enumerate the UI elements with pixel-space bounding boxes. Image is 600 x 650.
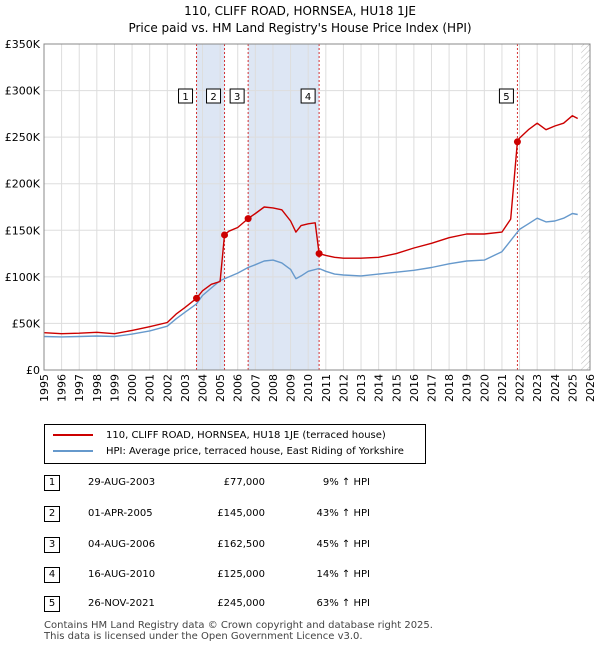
sale-date: 29-AUG-2003 (88, 477, 156, 488)
sale-hpi-change: 63% ↑ HPI (316, 598, 370, 609)
x-tick-label: 2019 (461, 374, 474, 402)
sale-point (221, 231, 229, 239)
x-tick-label: 2006 (232, 374, 245, 402)
y-tick-label: £350K (5, 38, 41, 51)
y-tick-label: £200K (5, 178, 41, 191)
x-tick-label: 2009 (285, 374, 298, 402)
x-tick-label: 2003 (179, 374, 192, 402)
x-tick-label: 1995 (38, 374, 51, 402)
sale-point (513, 138, 521, 146)
sale-date: 01-APR-2005 (88, 508, 153, 519)
future-hatch (581, 44, 590, 370)
x-tick-label: 2022 (514, 374, 527, 402)
legend-swatch-hpi (53, 450, 93, 452)
sale-date: 16-AUG-2010 (88, 569, 156, 580)
plot-frame (43, 43, 591, 371)
x-tick-label: 2010 (302, 374, 315, 402)
sale-badge: 4 (44, 567, 60, 583)
table-row: 1 29-AUG-2003 £77,000 9% ↑ HPI (0, 475, 600, 491)
x-tick-label: 1998 (91, 374, 104, 402)
chart-subtitle: Price paid vs. HM Land Registry's House … (128, 21, 472, 35)
x-tick-label: 2025 (566, 374, 579, 402)
x-tick-label: 2000 (126, 374, 139, 402)
x-tick-label: 2004 (197, 374, 210, 402)
chart-title: 110, CLIFF ROAD, HORNSEA, HU18 1JE (184, 4, 416, 18)
y-tick-label: £50K (12, 317, 41, 330)
price-chart: 1 2 3 4 5 £0 £50K £100K £150K £200K £250K £300K £350… (5, 38, 597, 402)
sale-marker-box (498, 88, 514, 104)
x-tick-label: 2020 (478, 374, 491, 402)
x-tick-label: 2023 (531, 374, 544, 402)
property-price-line (43, 114, 579, 335)
x-tick-label: 2017 (425, 374, 438, 402)
legend-item-property: 110, CLIFF ROAD, HORNSEA, HU18 1JE (terr… (53, 429, 386, 443)
legend-label-property: 110, CLIFF ROAD, HORNSEA, HU18 1JE (terr… (106, 430, 386, 441)
x-tick-label: 2016 (408, 374, 421, 402)
sale-marker-label: 4 (305, 92, 311, 103)
x-tick-label: 1999 (108, 374, 121, 402)
sale-date: 04-AUG-2006 (88, 539, 156, 550)
sale-price: £77,000 (223, 477, 265, 488)
x-tick-label: 2026 (584, 374, 597, 402)
sale-price: £145,000 (217, 508, 265, 519)
footer-licence: This data is licensed under the Open Gov… (44, 631, 363, 642)
sale-marker-box (206, 88, 222, 104)
table-row: 4 16-AUG-2010 £125,000 14% ↑ HPI (0, 567, 600, 583)
legend-swatch-property (53, 434, 93, 436)
x-tick-label: 2012 (337, 374, 350, 402)
sale-badge: 2 (44, 506, 60, 522)
sale-badge: 5 (44, 596, 60, 612)
legend-item-hpi: HPI: Average price, terraced house, East… (53, 445, 404, 459)
sale-marker-label: 1 (182, 92, 188, 103)
sale-badge: 1 (44, 475, 60, 491)
sale-hpi-change: 9% ↑ HPI (322, 477, 370, 488)
x-tick-label: 2011 (320, 374, 333, 402)
sale-marker-label: 3 (234, 92, 240, 103)
hpi-line (43, 212, 578, 338)
sale-marker-box (229, 88, 245, 104)
sale-hpi-change: 45% ↑ HPI (316, 539, 370, 550)
x-tick-label: 2001 (144, 374, 157, 402)
sale-hpi-change: 14% ↑ HPI (316, 569, 370, 580)
x-tick-label: 2018 (443, 374, 456, 402)
y-tick-label: £250K (5, 131, 41, 144)
sale-marker-box (300, 88, 316, 104)
legend-label-hpi: HPI: Average price, terraced house, East… (106, 446, 404, 457)
y-tick-label: £150K (5, 224, 41, 237)
sale-badge: 3 (44, 537, 60, 553)
x-tick-label: 2015 (390, 374, 403, 402)
table-row: 2 01-APR-2005 £145,000 43% ↑ HPI (0, 506, 600, 522)
chart-legend: 110, CLIFF ROAD, HORNSEA, HU18 1JE (terr… (44, 424, 426, 464)
x-tick-label: 2005 (214, 374, 227, 402)
x-tick-label: 2007 (249, 374, 262, 402)
sale-point (193, 294, 201, 302)
x-tick-label: 2021 (496, 374, 509, 402)
x-tick-label: 2014 (373, 374, 386, 402)
table-row: 5 26-NOV-2021 £245,000 63% ↑ HPI (0, 596, 600, 612)
x-tick-label: 2013 (355, 374, 368, 402)
sale-point (315, 250, 323, 258)
x-tick-label: 2008 (267, 374, 280, 402)
sale-hpi-change: 43% ↑ HPI (316, 508, 370, 519)
footer-copyright: Contains HM Land Registry data © Crown c… (44, 620, 433, 631)
y-tick-label: £300K (5, 85, 41, 98)
x-tick-label: 2002 (161, 374, 174, 402)
sale-date: 26-NOV-2021 (88, 598, 155, 609)
y-tick-label: £100K (5, 271, 41, 284)
sale-price: £125,000 (217, 569, 265, 580)
y-tick-label: £0 (26, 364, 40, 377)
sale-price: £162,500 (217, 539, 265, 550)
x-tick-label: 2024 (549, 374, 562, 402)
sale-marker-box (178, 88, 194, 104)
sale-point (244, 215, 252, 223)
table-row: 3 04-AUG-2006 £162,500 45% ↑ HPI (0, 537, 600, 553)
sale-marker-label: 2 (210, 92, 216, 103)
sale-price: £245,000 (217, 598, 265, 609)
sale-marker-label: 5 (503, 92, 509, 103)
x-tick-label: 1997 (73, 374, 86, 402)
x-tick-label: 1996 (56, 374, 69, 402)
